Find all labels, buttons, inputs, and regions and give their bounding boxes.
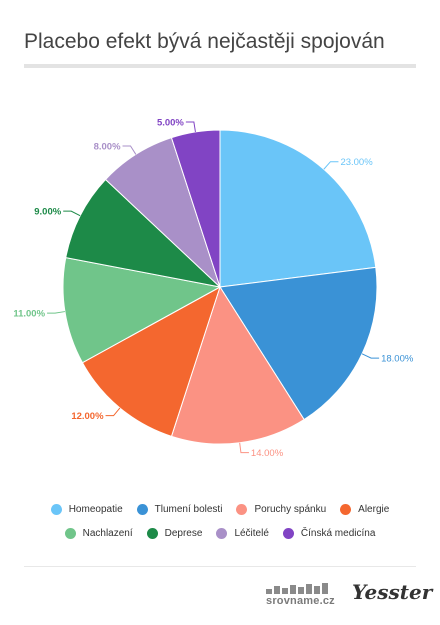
pie-slice-alergie[interactable] bbox=[81, 285, 221, 437]
pie-slice-poruchy-spanku[interactable] bbox=[170, 285, 305, 445]
value-label: 23.00% bbox=[340, 157, 373, 168]
legend-item-lecitele[interactable]: Léčitelé bbox=[216, 528, 269, 539]
legend-item-cinska-medicina[interactable]: Čínská medicína bbox=[282, 528, 376, 539]
srovname-logo-text: srovname.cz bbox=[266, 595, 335, 607]
pie-slice-cinska-medicina[interactable] bbox=[170, 129, 221, 288]
legend-swatch bbox=[282, 528, 294, 539]
legend-item-poruchy-spanku[interactable]: Poruchy spánku bbox=[236, 504, 326, 515]
legend-row-1: Homeopatie Tlumení bolesti Poruchy spánk… bbox=[0, 504, 440, 515]
leader-line bbox=[323, 161, 339, 170]
legend-swatch bbox=[236, 504, 248, 515]
legend-swatch bbox=[340, 504, 352, 515]
legend-label: Deprese bbox=[164, 528, 203, 539]
leader-line bbox=[361, 353, 380, 359]
legend-label: Poruchy spánku bbox=[254, 504, 327, 515]
chart-title: Placebo efekt bývá nejčastěji spojován bbox=[24, 30, 385, 53]
legend-item-homeopatie[interactable]: Homeopatie bbox=[50, 504, 123, 515]
pie-slice-homeopatie[interactable] bbox=[219, 129, 377, 288]
leader-line bbox=[47, 311, 66, 314]
legend-label: Léčitelé bbox=[234, 528, 269, 539]
leader-line bbox=[63, 210, 81, 217]
legend-label: Nachlazení bbox=[82, 528, 133, 539]
value-label: 11.00% bbox=[13, 309, 45, 320]
legend-label: Homeopatie bbox=[68, 504, 123, 515]
leader-line bbox=[185, 121, 196, 133]
pie-slice-deprese[interactable] bbox=[65, 178, 222, 288]
legend-swatch bbox=[50, 504, 62, 515]
legend-item-alergie[interactable]: Alergie bbox=[340, 504, 389, 515]
srovname-bars-icon bbox=[266, 582, 342, 594]
value-label: 9.00% bbox=[34, 207, 61, 218]
legend-item-tlumeni-bolesti[interactable]: Tlumení bolesti bbox=[136, 504, 223, 515]
value-label: 5.00% bbox=[157, 118, 184, 129]
value-label: 12.00% bbox=[71, 411, 104, 422]
legend-swatch bbox=[216, 528, 228, 539]
legend-row-2: Nachlazení Deprese Léčitelé Čínská medic… bbox=[0, 528, 440, 539]
legend-swatch bbox=[64, 528, 76, 539]
legend-swatch bbox=[136, 504, 148, 515]
value-label: 18.00% bbox=[381, 354, 414, 365]
yesster-logo: Yesster bbox=[352, 580, 433, 604]
legend-label: Tlumení bolesti bbox=[154, 504, 223, 515]
pie-slice-tlumeni-bolesti[interactable] bbox=[219, 266, 378, 421]
value-label: 8.00% bbox=[94, 141, 121, 152]
legend-item-deprese[interactable]: Deprese bbox=[146, 528, 203, 539]
chart-legend: Homeopatie Tlumení bolesti Poruchy spánk… bbox=[0, 504, 440, 552]
legend-swatch bbox=[146, 528, 158, 539]
legend-label: Alergie bbox=[358, 504, 390, 515]
srovname-logo: srovname.cz bbox=[266, 582, 342, 608]
legend-label: Čínská medicína bbox=[300, 528, 376, 539]
title-divider bbox=[24, 64, 416, 68]
leader-line bbox=[122, 145, 137, 155]
pie-slice-nachlazeni[interactable] bbox=[62, 256, 222, 364]
value-label: 14.00% bbox=[251, 448, 284, 459]
legend-item-nachlazeni[interactable]: Nachlazení bbox=[64, 528, 133, 539]
footer-divider bbox=[24, 566, 416, 567]
pie-chart: 23.00% 18.00% 14.00% 12.00% 11.00% 9.00% 8.00%… bbox=[13, 118, 414, 460]
leader-line bbox=[239, 442, 249, 454]
leader-line bbox=[105, 407, 121, 417]
